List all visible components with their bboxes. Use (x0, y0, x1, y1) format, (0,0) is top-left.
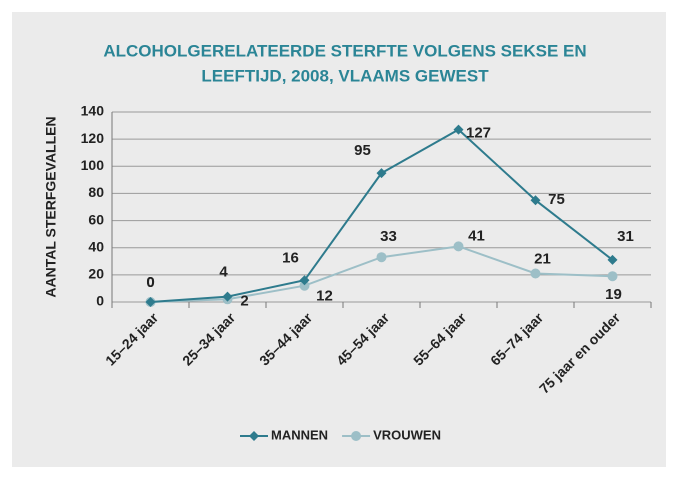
y-axis-label: AANTAL STERFGEVALLEN (43, 116, 59, 297)
chart-title: LEEFTIJD, 2008, VLAAMS GEWEST (201, 66, 489, 85)
data-label: 16 (282, 249, 299, 266)
panel (12, 12, 666, 467)
data-label: 75 (548, 191, 565, 208)
marker (607, 271, 618, 282)
data-label: 21 (534, 250, 551, 267)
marker (299, 275, 310, 286)
data-label: 0 (146, 274, 154, 291)
data-label: 4 (219, 264, 228, 281)
data-label: 95 (354, 142, 371, 159)
chart-title: ALCOHOLGERELATEERDE STERFTE VOLGENS SEKS… (103, 41, 586, 60)
data-label: 31 (617, 228, 634, 245)
y-tick-label: 100 (81, 157, 105, 173)
marker (530, 268, 541, 279)
marker (299, 280, 310, 291)
marker (530, 195, 541, 206)
y-tick-label: 0 (96, 293, 104, 309)
y-tick-label: 40 (88, 238, 104, 254)
data-label: 0 (146, 274, 154, 291)
marker (453, 124, 464, 135)
y-tick-label: 140 (81, 103, 105, 119)
marker (376, 252, 387, 263)
legend-label: VROUWEN (373, 427, 441, 442)
y-tick-label: 120 (81, 130, 105, 146)
marker (145, 297, 156, 307)
data-label: 33 (380, 228, 397, 245)
data-label: 19 (605, 286, 622, 303)
data-label: 12 (316, 288, 333, 305)
legend-marker (351, 431, 362, 441)
y-tick-label: 80 (88, 184, 104, 200)
legend-label: MANNEN (271, 427, 328, 442)
marker (453, 241, 464, 252)
marker (222, 291, 233, 302)
y-tick-label: 60 (88, 211, 104, 227)
data-label: 127 (466, 125, 491, 142)
data-label: 2 (240, 292, 248, 309)
data-label: 41 (468, 227, 485, 244)
y-tick-label: 20 (88, 266, 104, 282)
marker (376, 168, 387, 179)
legend-marker (249, 431, 259, 441)
marker (607, 254, 618, 265)
